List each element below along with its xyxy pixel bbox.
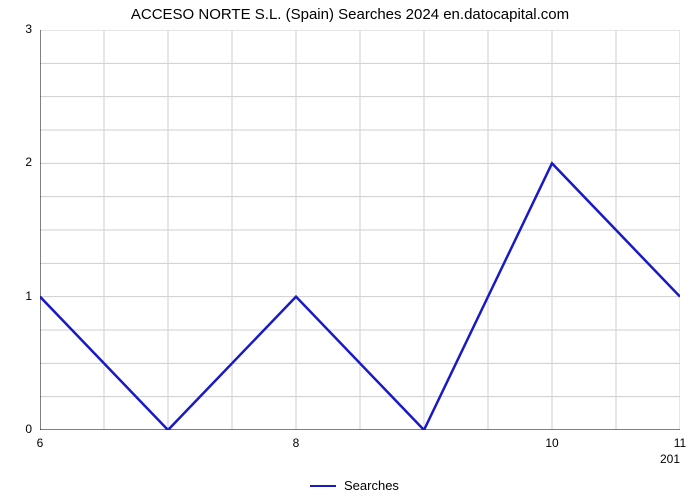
chart-container: { "chart": { "type": "line", "title": "A… [0, 0, 700, 500]
legend-label: Searches [344, 478, 399, 493]
axis-tick-label: 6 [37, 436, 44, 450]
axis-tick-label: 3 [25, 22, 32, 36]
axis-tick-label: 1 [25, 289, 32, 303]
axis-tick-label: 10 [545, 436, 558, 450]
axis-tick-label: 11 [674, 436, 686, 450]
chart-plot-area [40, 30, 680, 430]
legend: Searches [310, 478, 399, 493]
axis-tick-label: 2 [25, 155, 32, 169]
axis-tick-label: 8 [293, 436, 300, 450]
axis-tick-label: 0 [25, 422, 32, 436]
sub-label-right: 201 [660, 452, 680, 466]
legend-swatch [310, 485, 336, 487]
chart-title: ACCESO NORTE S.L. (Spain) Searches 2024 … [0, 6, 700, 23]
